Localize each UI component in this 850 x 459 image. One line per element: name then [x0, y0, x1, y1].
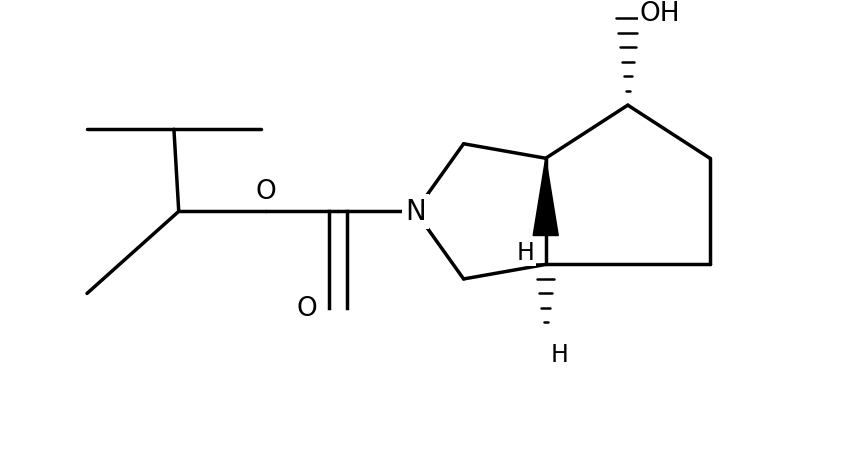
Text: OH: OH [639, 1, 680, 28]
Text: O: O [255, 178, 276, 204]
Text: H: H [551, 342, 569, 366]
Text: H: H [516, 241, 534, 265]
Text: N: N [405, 198, 426, 226]
Text: O: O [296, 295, 317, 321]
Polygon shape [533, 159, 558, 236]
